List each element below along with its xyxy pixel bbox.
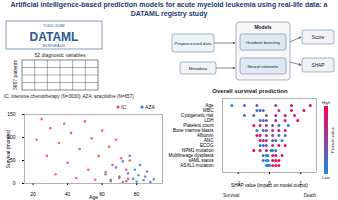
svg-text:Albumin: Albumin [196,133,214,138]
svg-text:Models: Models [254,24,271,30]
svg-text:Bone marrow blasts: Bone marrow blasts [172,128,214,133]
svg-text:20: 20 [30,191,36,197]
svg-text:Age: Age [89,194,98,200]
svg-text:LDH: LDH [204,118,214,123]
svg-text:Platelets count: Platelets count [183,123,214,128]
svg-text:High: High [322,100,330,105]
svg-text:DATAML: DATAML [30,30,79,44]
svg-text:sAML status: sAML status [188,158,214,163]
svg-text:IC: IC [121,104,126,110]
svg-text:Survival: Survival [223,193,239,198]
svg-text:150: 150 [7,111,16,117]
svg-text:AZA: AZA [145,104,155,110]
svg-text:100: 100 [7,134,16,141]
svg-text:Overall survival prediction: Overall survival prediction [212,88,288,94]
svg-text:0: 0 [13,180,16,186]
svg-text:60: 60 [99,191,105,197]
svg-text:Low: Low [322,175,329,180]
svg-text:Metadata: Metadata [189,66,208,71]
svg-text:TOULOUSE: TOULOUSE [43,23,65,28]
svg-text:40: 40 [65,191,71,197]
svg-text:ANC: ANC [203,138,214,143]
svg-text:52 diagnostic variables: 52 diagnostic variables [35,52,86,58]
svg-text:3687 patients: 3687 patients [12,59,18,90]
svg-text:Death: Death [304,193,317,198]
svg-text:Multilineage dysplasia: Multilineage dysplasia [168,153,214,158]
svg-text:ASXL1 mutation: ASXL1 mutation [180,163,214,168]
svg-text:Cytogenetic risk: Cytogenetic risk [180,113,214,118]
svg-text:Age: Age [205,103,214,108]
svg-text:50: 50 [9,157,16,164]
svg-text:80: 80 [134,191,140,197]
svg-text:Gradient boosting: Gradient boosting [246,40,281,45]
svg-text:Score: Score [312,35,325,40]
html-text:Artificial intelligence-based: Artificial intelligence-based prediction… [10,1,328,17]
svg-text:SHAP: SHAP [311,63,324,68]
svg-text:Preprocessed data: Preprocessed data [175,41,212,46]
svg-text:NPM1 mutation: NPM1 mutation [181,148,214,153]
svg-text:Survival (months): Survival (months) [5,129,11,168]
svg-text:Neural networks: Neural networks [247,64,278,69]
svg-text:WBC: WBC [202,108,214,113]
svg-text:IC: intensive chemotherapy (N=: IC: intensive chemotherapy (N=3030); AZA… [4,94,134,99]
svg-text:SHAP value (impact on model ou: SHAP value (impact on model output) [231,183,308,188]
svg-text:BORDEAUX: BORDEAUX [43,43,66,48]
svg-text:Feature value: Feature value [330,127,335,153]
svg-text:ECOG: ECOG [200,143,214,148]
